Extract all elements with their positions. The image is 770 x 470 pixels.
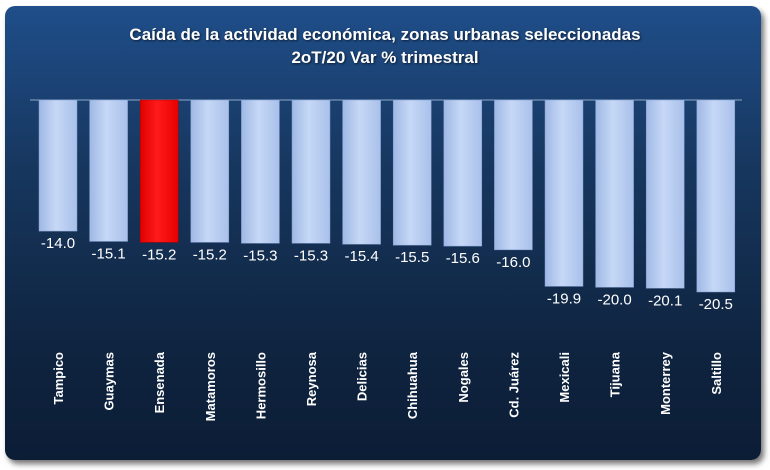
bar-saltillo (696, 99, 736, 293)
bar-tijuana (595, 99, 634, 288)
data-label: -20.1 (648, 292, 682, 309)
chart-subtitle: 2oT/20 Var % trimestral (291, 48, 479, 67)
bar-chihuahua (392, 99, 432, 246)
bar-cd-ju-rez (494, 99, 533, 251)
chart-title: Caída de la actividad económica, zonas u… (129, 25, 641, 44)
data-label: -15.4 (344, 248, 378, 265)
bar-mexicali (544, 99, 584, 287)
bar-guaymas (89, 99, 128, 242)
bar-ensenada (139, 99, 179, 243)
category-label: Chihuahua (405, 351, 420, 419)
data-label: -19.9 (547, 290, 581, 307)
bar-reynosa (291, 99, 331, 244)
category-label: Mexicali (557, 352, 572, 403)
data-label: -20.0 (597, 291, 631, 308)
category-label: Cd. Juárez (506, 352, 521, 418)
category-label: Monterrey (658, 351, 673, 415)
category-label: Ensenada (152, 351, 167, 413)
bar-matamoros (190, 99, 230, 243)
category-label: Hermosillo (253, 352, 268, 419)
category-label: Tampico (51, 352, 66, 405)
category-label: Tijuana (608, 351, 623, 397)
category-label: Reynosa (304, 351, 319, 406)
category-label: Guaymas (102, 352, 117, 411)
category-label: Nogales (456, 352, 471, 403)
data-label: -15.2 (142, 246, 176, 263)
category-label: Matamoros (203, 352, 218, 421)
data-label: -15.1 (91, 245, 125, 262)
data-label: -15.5 (395, 249, 429, 266)
data-label: -16.0 (496, 254, 530, 271)
data-label: -15.2 (193, 246, 227, 263)
category-label: Saltillo (709, 352, 724, 395)
bar-delicias (342, 99, 381, 245)
bar-nogales (443, 99, 483, 247)
bar-monterrey (645, 99, 685, 289)
data-label: -15.6 (446, 250, 480, 267)
bar-tampico (38, 99, 78, 232)
data-label: -14.0 (41, 235, 75, 252)
data-label: -15.3 (243, 247, 277, 264)
chart-frame (5, 6, 761, 460)
category-label: Delicias (355, 352, 370, 401)
data-label: -20.5 (699, 296, 733, 313)
data-label: -15.3 (294, 247, 328, 264)
bar-hermosillo (241, 99, 280, 244)
